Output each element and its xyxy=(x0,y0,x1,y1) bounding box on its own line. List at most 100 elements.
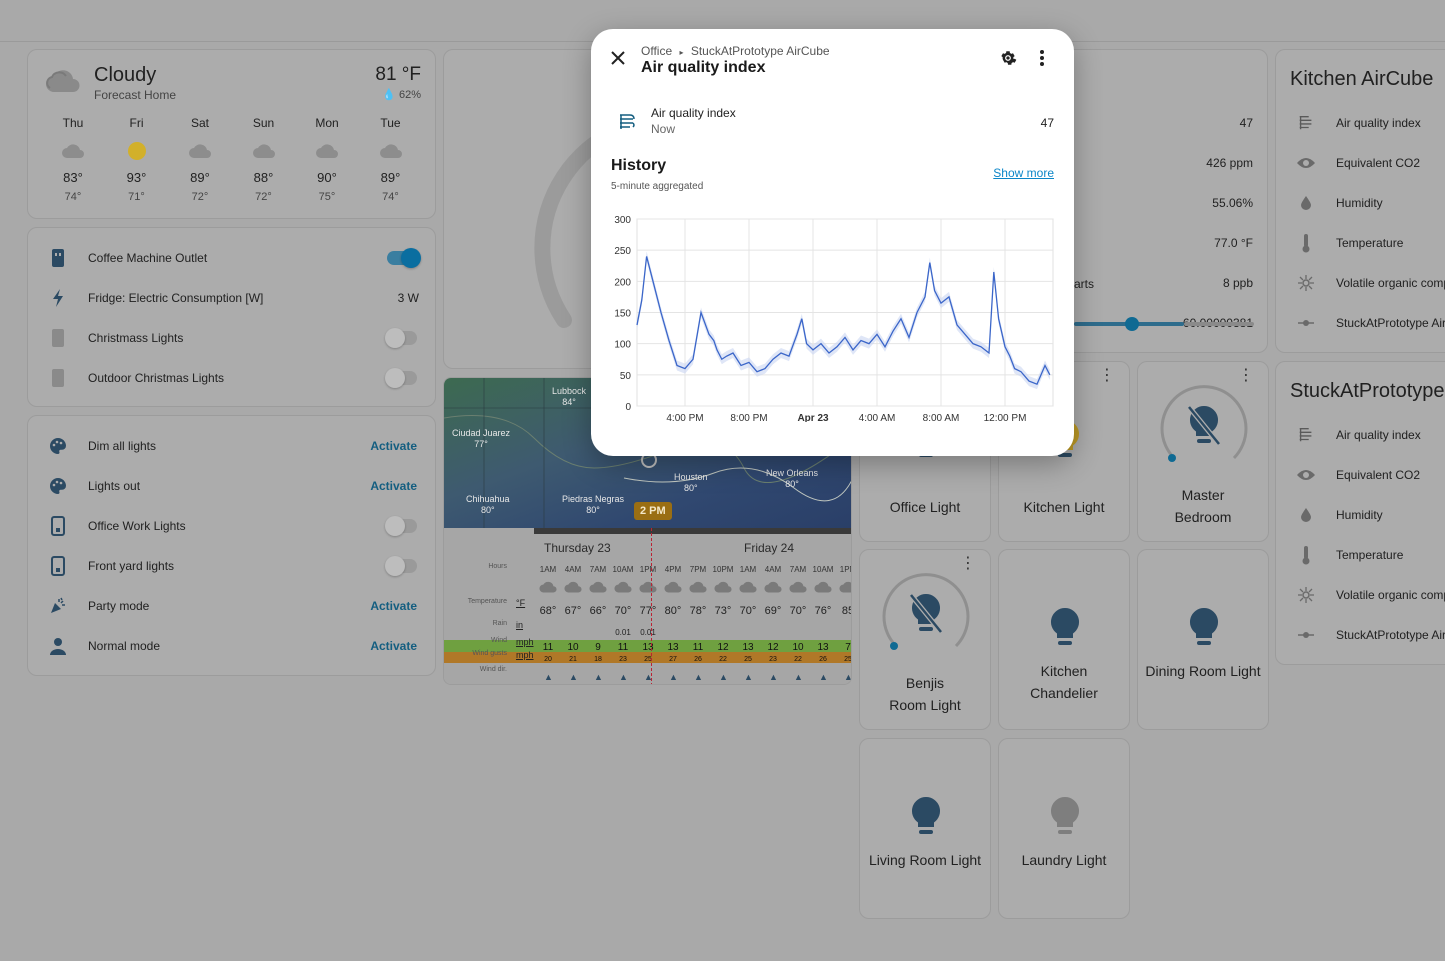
cloudy-icon xyxy=(588,580,608,599)
toggle-switch[interactable] xyxy=(385,368,417,388)
entity-row[interactable]: Office Work Lights xyxy=(28,506,435,546)
forecast-low: 72° xyxy=(255,191,272,203)
entity-row[interactable]: Volatile organic comp xyxy=(1276,575,1445,615)
history-chart[interactable]: 0 50 100 150 200 250 300 4:00 PM 8:00 PM Apr 23 4:… xyxy=(601,207,1056,422)
weather-temperature: 81 °F xyxy=(375,64,421,85)
x-tick-label: 8:00 AM xyxy=(923,413,960,422)
light-tile[interactable]: Living Room Light xyxy=(859,738,991,919)
series-line[interactable] xyxy=(636,256,1051,386)
entity-row[interactable]: Temperature xyxy=(1276,535,1403,575)
forecast-temp: 73° xyxy=(714,605,732,617)
wind-direction-arrow-icon: ▲ xyxy=(794,672,803,682)
history-title: History xyxy=(611,157,667,174)
entity-row[interactable]: Coffee Machine Outlet xyxy=(28,238,435,278)
toggle-switch[interactable] xyxy=(385,556,417,576)
city-name: Piedras Negras xyxy=(562,494,625,504)
light-tile[interactable]: Kitchen Chandelier xyxy=(998,549,1130,730)
entity-row[interactable]: Volatile organic comp xyxy=(1276,263,1445,303)
kitchen-aircube-card: Kitchen AirCube Air quality index Equival… xyxy=(1275,49,1445,353)
entity-row[interactable]: Air quality index xyxy=(1276,103,1421,143)
weather-card[interactable]: Cloudy Forecast Home 81 °F 💧 62% Thu 83° 7… xyxy=(27,49,436,219)
switches-card: Coffee Machine Outlet Fridge: Electric Co… xyxy=(27,227,436,407)
wind-direction-arrow-icon: ▲ xyxy=(544,672,553,682)
activate-button[interactable]: Activate xyxy=(370,439,417,453)
activate-button[interactable]: Activate xyxy=(370,479,417,493)
more-vert-icon[interactable] xyxy=(1032,48,1052,73)
day1-label: Thursday 23 xyxy=(544,541,611,555)
show-more-link[interactable]: Show more xyxy=(993,166,1054,180)
party-icon xyxy=(28,597,88,615)
entity-row[interactable]: Humidity xyxy=(1276,495,1383,535)
breadcrumb-device[interactable]: StuckAtPrototype AirCube xyxy=(690,44,830,58)
entity-row[interactable]: Fridge: Electric Consumption [W] 3 W xyxy=(28,278,435,318)
brightness-ring[interactable] xyxy=(880,570,972,665)
day2-label: Friday 24 xyxy=(744,541,795,555)
entity-row[interactable]: Dim all lights Activate xyxy=(28,426,435,466)
y-tick-label: 300 xyxy=(614,215,631,226)
entity-row[interactable]: StuckAtPrototype Air xyxy=(1276,303,1445,343)
entity-row[interactable]: Party mode Activate xyxy=(28,586,435,626)
cloudy-icon xyxy=(688,580,708,599)
x-tick-label: 4:00 AM xyxy=(859,413,896,422)
forecast-unit: mph xyxy=(516,650,534,660)
time-marker[interactable]: 2 PM xyxy=(634,502,672,520)
forecast-low: 71° xyxy=(128,191,145,203)
lightbulb-off-icon xyxy=(1186,404,1222,451)
activate-button[interactable]: Activate xyxy=(370,599,417,613)
close-icon[interactable] xyxy=(609,49,627,67)
gear-icon[interactable] xyxy=(998,48,1018,73)
eye-icon xyxy=(1276,468,1336,482)
brightness-ring[interactable] xyxy=(1158,382,1250,477)
city-name: New Orleans xyxy=(766,468,819,478)
light-tile[interactable]: ⋮ Benjis Room Light xyxy=(859,549,991,730)
entity-row[interactable]: Front yard lights xyxy=(28,546,435,586)
forecast-hour: 7AM xyxy=(589,565,607,574)
entity-row[interactable]: Humidity xyxy=(1276,183,1383,223)
more-vert-icon[interactable]: ⋮ xyxy=(960,555,976,572)
entity-row[interactable]: Lights out Activate xyxy=(28,466,435,506)
cloudy-icon xyxy=(170,136,230,166)
entity-row[interactable]: Christmass Lights xyxy=(28,318,435,358)
more-vert-icon[interactable]: ⋮ xyxy=(1238,367,1254,384)
map-city-label: Chihuahua 80° xyxy=(466,494,510,516)
sensor-value: 77.0 °F xyxy=(1214,236,1253,250)
entity-label: Humidity xyxy=(1336,196,1383,210)
y-tick-label: 200 xyxy=(614,277,631,288)
entity-row[interactable]: Normal mode Activate xyxy=(28,626,435,666)
more-info-dialog[interactable]: Office ▸ StuckAtPrototype AirCube Air qu… xyxy=(591,29,1074,456)
entity-row[interactable]: Equivalent CO2 xyxy=(1276,455,1420,495)
entity-row[interactable]: Air quality index xyxy=(1276,415,1421,455)
light-tile[interactable]: Laundry Light xyxy=(998,738,1130,919)
cloudy-icon xyxy=(563,580,583,599)
forecast-high: 89° xyxy=(190,170,210,185)
voc-icon xyxy=(1276,586,1336,604)
forecast-high: 93° xyxy=(126,170,147,185)
forecast-wind: 11 xyxy=(542,642,554,653)
entity-label: StuckAtPrototype Air xyxy=(1336,628,1445,642)
cloudy-icon xyxy=(613,580,633,599)
light-tile[interactable]: ⋮ Master Bedroom xyxy=(1137,361,1269,542)
entity-value: 47 xyxy=(1040,116,1054,130)
forecast-temp: 70° xyxy=(614,605,632,617)
stuckatprototype-card: StuckAtPrototype Air quality index Equiva… xyxy=(1275,361,1445,665)
forecast-gust: 25 xyxy=(644,656,652,663)
breadcrumb-area[interactable]: Office xyxy=(641,44,673,58)
more-vert-icon[interactable]: ⋮ xyxy=(1099,367,1115,384)
toggle-switch[interactable] xyxy=(385,328,417,348)
toggle-switch[interactable] xyxy=(385,516,417,536)
wind-direction-arrow-icon: ▲ xyxy=(569,672,578,682)
light-tile[interactable]: Dining Room Light xyxy=(1137,549,1269,730)
sunny-icon xyxy=(107,136,167,166)
activate-button[interactable]: Activate xyxy=(370,639,417,653)
entity-row[interactable]: Equivalent CO2 xyxy=(1276,143,1420,183)
city-name: Chihuahua xyxy=(466,494,510,504)
entity-row[interactable]: StuckAtPrototype Air xyxy=(1276,615,1445,655)
cloudy-icon xyxy=(234,136,294,166)
entity-row[interactable]: Temperature xyxy=(1276,223,1403,263)
forecast-day: Tue 89° 74° xyxy=(361,116,421,203)
forecast-unit: °F xyxy=(516,598,526,608)
entity-row[interactable]: Outdoor Christmas Lights xyxy=(28,358,435,398)
toggle-switch[interactable] xyxy=(387,248,421,268)
value-slider-knob[interactable] xyxy=(1125,317,1139,331)
city-temp: 80° xyxy=(785,479,799,489)
